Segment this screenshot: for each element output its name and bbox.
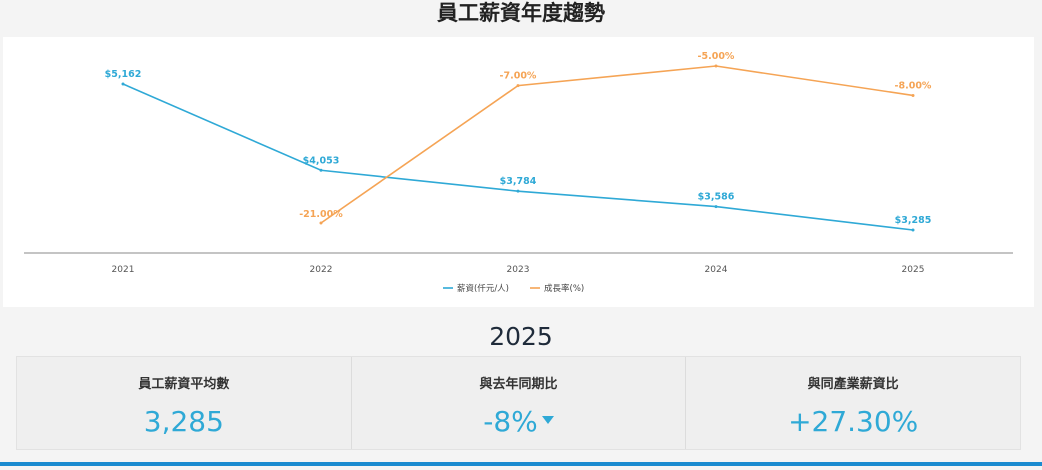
data-label: $3,586 xyxy=(698,192,735,203)
data-label: $3,285 xyxy=(895,215,932,226)
x-tick-label: 2025 xyxy=(902,265,925,275)
chart-title: 員工薪資年度趨勢 xyxy=(437,1,605,25)
year-heading: 2025 xyxy=(489,322,553,351)
data-label: -5.00% xyxy=(698,51,735,62)
stat-label: 與去年同期比 xyxy=(479,377,558,392)
data-label: $5,162 xyxy=(105,69,142,80)
stat-label: 與同產業薪資比 xyxy=(807,377,899,392)
data-label: -21.00% xyxy=(299,209,343,220)
stat-average-salary: 員工薪資平均數 3,285 xyxy=(17,357,352,449)
stat-value-text: -8% xyxy=(483,405,538,438)
data-point xyxy=(911,93,915,97)
stat-industry-comparison: 與同產業薪資比 +27.30% xyxy=(686,357,1020,449)
series-line-1 xyxy=(320,65,914,224)
data-label: $3,784 xyxy=(500,176,537,187)
stats-panel: 員工薪資平均數 3,285 與去年同期比 -8% 與同產業薪資比 +27.30% xyxy=(16,356,1021,450)
stat-year-over-year: 與去年同期比 -8% xyxy=(352,357,687,449)
stat-value-text: 3,285 xyxy=(143,405,224,438)
stat-value: +27.30% xyxy=(686,405,1020,438)
data-label: -7.00% xyxy=(500,71,537,82)
data-label: -8.00% xyxy=(895,80,932,91)
data-point xyxy=(516,189,520,193)
data-point xyxy=(516,84,520,88)
chart-card: 2021 2022 2023 2024 2025 $5,162 $4,053 $3,784 $3… xyxy=(3,37,1034,307)
stat-value-text: +27.30% xyxy=(788,405,919,438)
stat-value: 3,285 xyxy=(17,405,351,438)
down-arrow-icon xyxy=(541,416,554,424)
data-point xyxy=(121,82,125,86)
data-label: $4,053 xyxy=(303,155,340,166)
data-point xyxy=(714,205,718,209)
data-point xyxy=(319,168,323,172)
stat-value: -8% xyxy=(352,405,686,438)
data-point xyxy=(911,228,915,232)
x-tick-label: 2022 xyxy=(310,265,333,275)
legend-label: 成長率(%) xyxy=(544,283,584,294)
line-chart: 2021 2022 2023 2024 2025 $5,162 $4,053 $3,784 $3… xyxy=(24,51,1013,294)
x-tick-label: 2024 xyxy=(705,265,728,275)
bottom-accent-bar xyxy=(0,462,1042,466)
data-point xyxy=(714,64,718,68)
x-tick-label: 2021 xyxy=(112,265,135,275)
series-line-0 xyxy=(122,83,914,231)
x-tick-label: 2023 xyxy=(507,265,530,275)
legend-label: 薪資(仟元/人) xyxy=(457,283,509,294)
data-point xyxy=(319,221,323,225)
stat-label: 員工薪資平均數 xyxy=(138,377,230,392)
